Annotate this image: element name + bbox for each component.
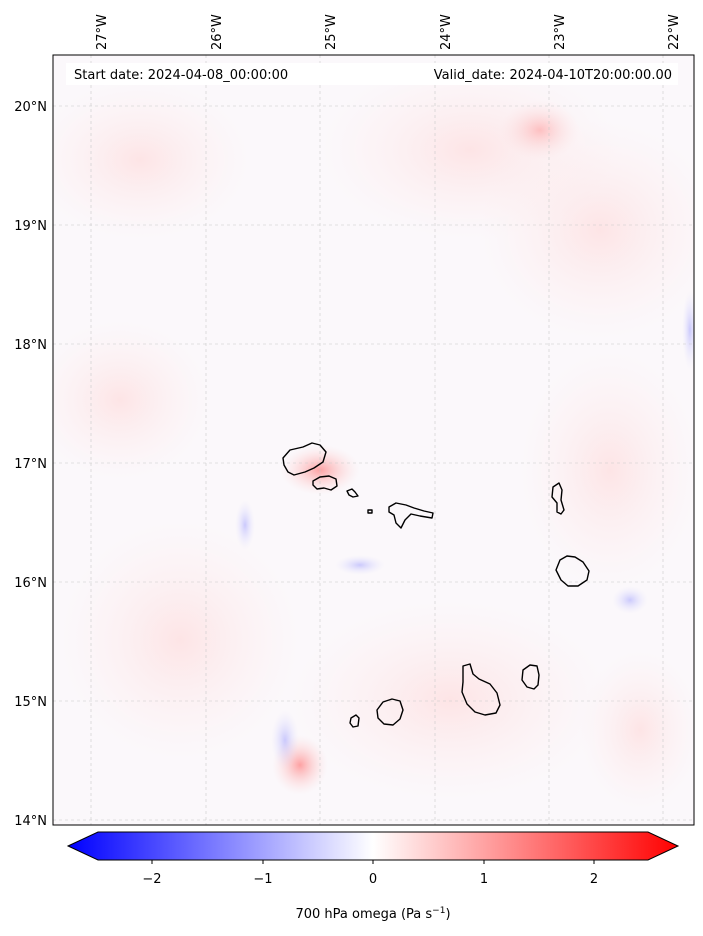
colorbar-tick-label: −1 — [253, 872, 272, 887]
island-santa-luzia — [346, 488, 359, 498]
lat-label-18n: 18°N — [14, 338, 47, 353]
island-sal — [551, 482, 565, 515]
island-fogo — [376, 698, 404, 726]
colorbar-label: 700 hPa omega (Pa s−1) — [295, 906, 450, 922]
lon-label-27w: 27°W — [95, 14, 110, 50]
gridlines — [53, 55, 694, 825]
lat-label-19n: 19°N — [14, 219, 47, 234]
map-frame — [52, 54, 695, 826]
island-sao-nicolau — [388, 502, 434, 529]
coastlines — [282, 442, 590, 728]
island-ilheu-branco — [367, 509, 373, 514]
island-maio — [521, 664, 540, 690]
lat-label-16n: 16°N — [14, 576, 47, 591]
colorbar-tick-label: 1 — [480, 872, 488, 887]
lon-label-24w: 24°W — [439, 14, 454, 50]
lon-label-23w: 23°W — [553, 14, 568, 50]
island-santiago — [461, 663, 501, 716]
lat-label-20n: 20°N — [14, 100, 47, 115]
island-sao-vicente — [312, 475, 338, 491]
lat-label-17n: 17°N — [14, 457, 47, 472]
lat-label-14n: 14°N — [14, 814, 47, 829]
island-santo-antao — [282, 442, 327, 476]
longitude-labels: 27°W 26°W 25°W 24°W 23°W 22°W — [95, 14, 682, 50]
omega-field — [53, 60, 694, 810]
colorbar-tick-label: 0 — [369, 872, 377, 887]
colorbar-tick-label: −2 — [142, 872, 161, 887]
lon-label-25w: 25°W — [324, 14, 339, 50]
latitude-labels: 20°N 19°N 18°N 17°N 16°N 15°N 14°N — [14, 100, 47, 829]
header-band — [66, 63, 678, 85]
valid-date-label: Valid_date: 2024-04-10T20:00:00.00 — [434, 68, 672, 83]
colorbar-tick-label: 2 — [590, 872, 598, 887]
island-boa-vista — [555, 555, 590, 587]
lon-label-22w: 22°W — [667, 14, 682, 50]
colorbar-gradient — [66, 831, 680, 861]
start-date-label: Start date: 2024-04-08_00:00:00 — [74, 68, 288, 83]
colorbar: −2 −1 0 1 2 700 hPa omega (Pa s−1) — [66, 831, 680, 922]
colorbar-ticks — [151, 860, 595, 864]
lat-label-15n: 15°N — [14, 695, 47, 710]
island-brava — [349, 714, 360, 728]
lon-label-26w: 26°W — [210, 14, 225, 50]
